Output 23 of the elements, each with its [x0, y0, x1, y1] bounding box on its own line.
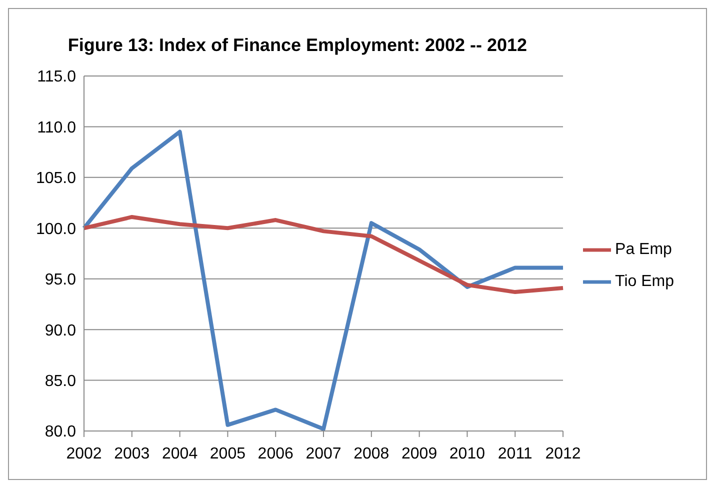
x-tick-label: 2011 — [498, 445, 532, 462]
x-tick-label: 2006 — [258, 445, 294, 462]
x-tick-label: 2012 — [545, 445, 581, 462]
y-tick-label: 95.0 — [44, 272, 76, 289]
legend-label: Tio Emp — [615, 273, 674, 290]
y-tick-label: 105.0 — [36, 170, 76, 188]
legend-label: Pa Emp — [615, 241, 672, 258]
x-tick-label: 2007 — [306, 445, 342, 462]
x-tick-label: 2003 — [114, 445, 150, 462]
chart-title: Figure 13: Index of Finance Employment: 2002 -- 2012 — [66, 35, 528, 56]
y-tick-label: 90.0 — [44, 322, 76, 340]
line-series — [82, 214, 566, 294]
x-tick-label: 2005 — [210, 445, 246, 462]
x-tick-label: 2010 — [449, 445, 486, 462]
x-tick-label: 2002 — [66, 445, 102, 462]
y-tick-label: 110.0 — [37, 119, 76, 136]
y-tick-label: 80.0 — [44, 424, 76, 441]
x-tick-label: 2008 — [354, 445, 390, 462]
x-tick-label: 2009 — [402, 445, 438, 462]
y-tick-label: 100.0 — [36, 220, 76, 238]
y-tick-label: 85.0 — [44, 372, 76, 390]
x-tick-label: 2004 — [162, 445, 198, 462]
y-tick-label: 115.0 — [37, 68, 76, 86]
